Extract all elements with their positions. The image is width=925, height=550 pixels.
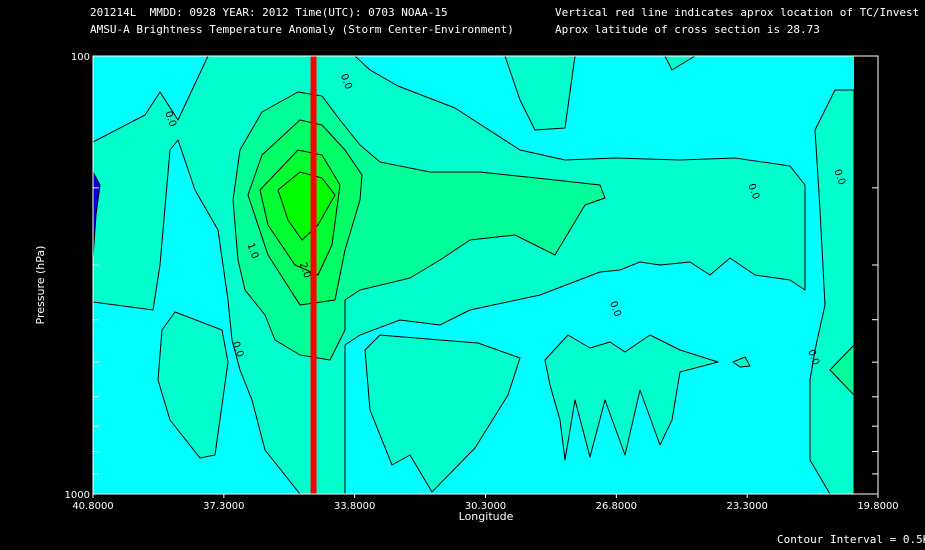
- contour-label: 0.0: [607, 300, 623, 319]
- contour-fill-2: [277, 171, 336, 241]
- contour-fill-negative: [93, 171, 101, 259]
- contour-label: 0.0: [162, 110, 178, 129]
- header-title-line2: AMSU-A Brightness Temperature Anomaly (S…: [90, 23, 514, 36]
- x-tick-label: 23.3000: [726, 501, 767, 512]
- contour-interval-note: Contour Interval = 0.5K: [777, 533, 925, 546]
- contour-label: 1.0: [244, 242, 260, 261]
- contour-fill-0-right: [809, 89, 854, 494]
- contour-fill-0-lowright: [544, 334, 719, 461]
- x-tick-label: 26.8000: [596, 501, 637, 512]
- x-tick-label: 33.8000: [334, 501, 375, 512]
- contour-labels: 0.0 0.0 0.0 0.0 0.0 0.0 0.0 1.0 2.0: [162, 72, 847, 366]
- x-tick-label: 19.8000: [857, 501, 898, 512]
- y-axis-label: Pressure (hPa): [34, 246, 47, 325]
- contour-label: 0.0: [831, 168, 847, 187]
- y-minor-ticks: [93, 187, 878, 475]
- contour-label: 0.0: [745, 182, 761, 201]
- contour-fill-0-lowmid: [364, 334, 521, 493]
- contour-label: 0.0: [338, 72, 354, 91]
- plot-right-strip: [854, 56, 878, 494]
- x-tick-label: 40.8000: [72, 501, 113, 512]
- header-note-line2: Aprox latitude of cross section is 28.73: [555, 23, 820, 36]
- x-axis-label: Longitude: [459, 510, 514, 523]
- contour-label: 2.0: [297, 261, 313, 280]
- header-title-line1: 201214L MMDD: 0928 YEAR: 2012 Time(UTC):…: [90, 6, 448, 19]
- x-axis-ticks: 40.8000 37.3000 33.8000 30.3000 26.8000 23.30…: [72, 494, 899, 512]
- contour-fill-0-5-right: [829, 344, 854, 396]
- contour-fill-0-lowleft: [157, 311, 229, 459]
- x-tick-label: 37.3000: [203, 501, 244, 512]
- y-axis-ticks: 100 1000: [65, 52, 90, 501]
- y-tick-label: 100: [71, 52, 90, 63]
- contour-fill-0-topright: [664, 56, 696, 71]
- contour-fill-0-speck: [732, 356, 751, 368]
- x-tick-label: 30.3000: [465, 501, 506, 512]
- y-tick-label: 1000: [65, 490, 90, 501]
- contour-label: 0.0: [805, 348, 821, 367]
- contour-label: 0.0: [230, 340, 246, 359]
- header-note-line1: Vertical red line indicates aprox locati…: [555, 6, 920, 19]
- contour-fill-0-top: [504, 56, 576, 131]
